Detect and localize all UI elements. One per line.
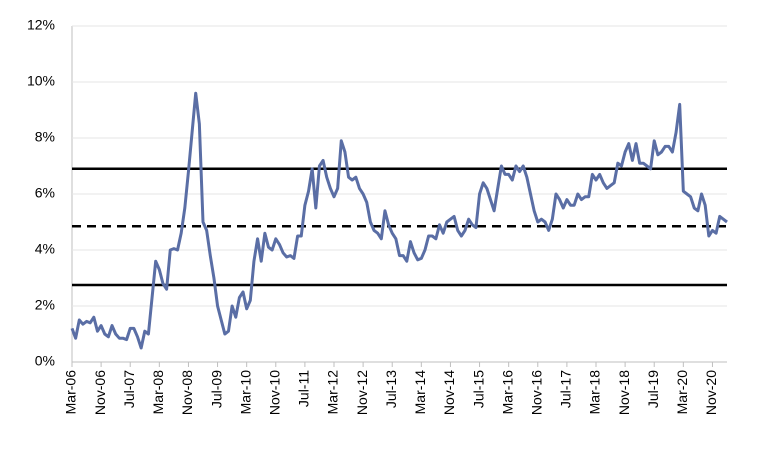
y-tick-label: 4% xyxy=(35,241,55,257)
x-tick-label: Jul-07 xyxy=(121,370,137,408)
y-tick-label: 2% xyxy=(35,297,55,313)
x-tick-label: Nov-18 xyxy=(616,370,632,415)
data-line xyxy=(70,91,728,350)
y-tick-label: 12% xyxy=(27,17,55,33)
x-tick-label: Nov-16 xyxy=(528,370,544,415)
y-tick-label: 0% xyxy=(35,353,55,369)
y-tick-label: 6% xyxy=(35,185,55,201)
x-tick-label: Jul-17 xyxy=(558,370,574,408)
y-tick-label: 10% xyxy=(27,73,55,89)
x-tick-label: Mar-08 xyxy=(150,370,166,415)
x-tick-label: Mar-12 xyxy=(325,370,341,415)
x-tick-label: Mar-18 xyxy=(587,370,603,415)
x-tick-label: Mar-16 xyxy=(499,370,515,415)
x-tick-label: Mar-06 xyxy=(63,370,79,415)
x-tick-label: Jul-15 xyxy=(470,370,486,408)
x-tick-label: Mar-14 xyxy=(412,370,428,415)
x-tick-label: Jul-11 xyxy=(296,370,312,407)
x-tick-label: Mar-10 xyxy=(237,370,253,415)
x-tick-label: Nov-06 xyxy=(92,370,108,415)
y-tick-label: 8% xyxy=(35,129,55,145)
x-tick-label: Jul-13 xyxy=(383,370,399,408)
x-tick-label: Mar-20 xyxy=(674,370,690,415)
x-tick-label: Nov-12 xyxy=(354,370,370,415)
x-tick-label: Nov-14 xyxy=(441,370,457,415)
x-tick-label: Nov-08 xyxy=(179,370,195,415)
x-tick-label: Nov-20 xyxy=(703,370,719,415)
x-tick-label: Jul-09 xyxy=(208,370,224,408)
x-tick-label: Nov-10 xyxy=(266,370,282,415)
x-tick-label: Jul-19 xyxy=(645,370,661,408)
